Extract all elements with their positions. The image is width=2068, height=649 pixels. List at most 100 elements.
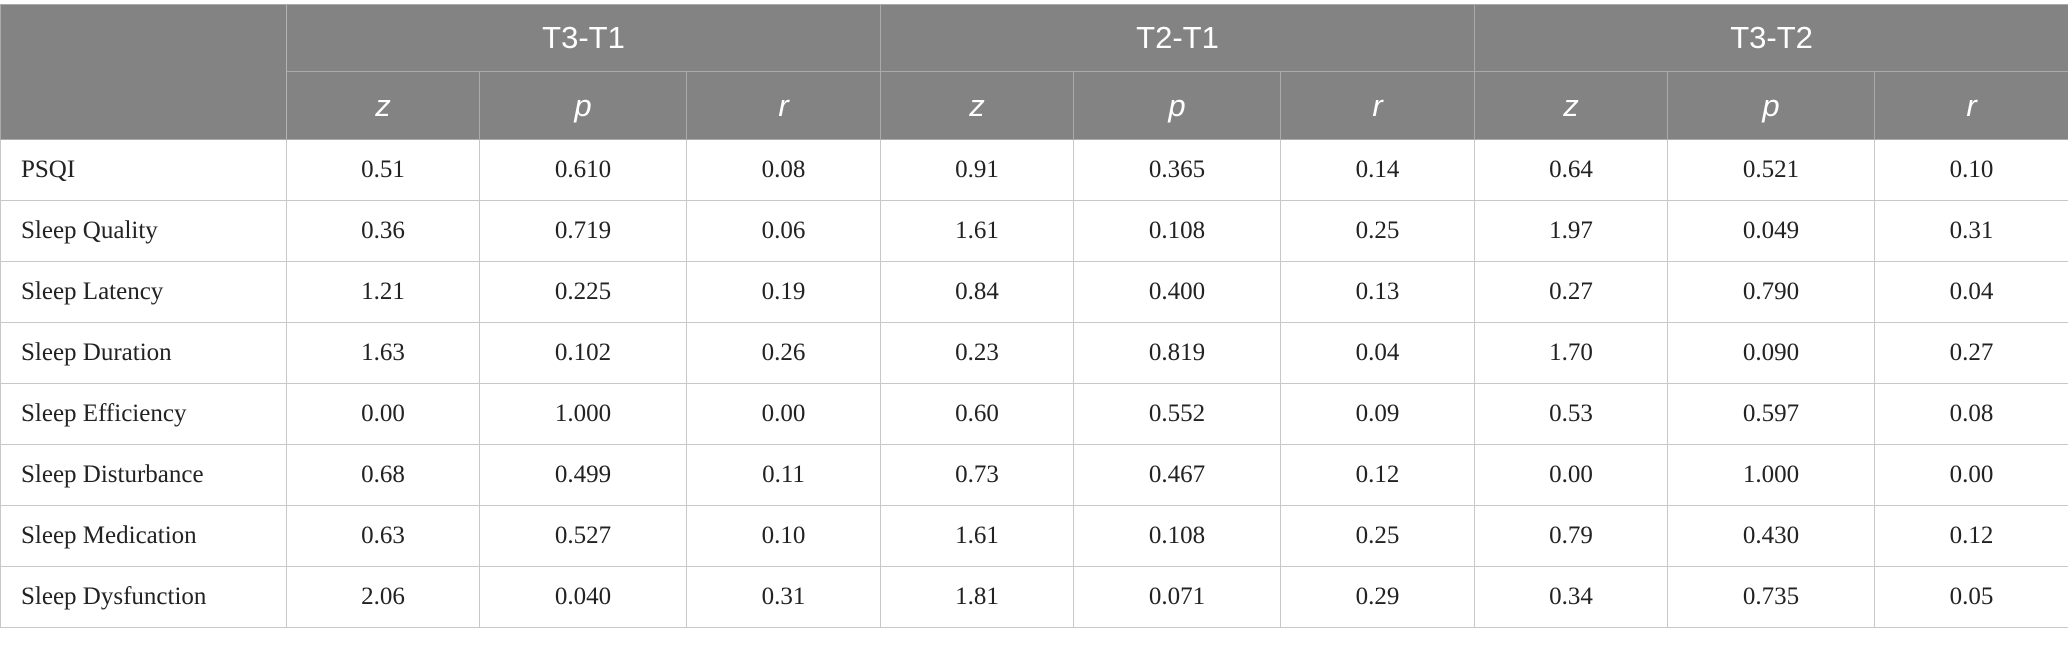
cell-t2-t1-r: 0.29 [1280,566,1476,628]
cell-t3-t1-z: 0.36 [286,200,480,262]
cell-t2-t1-p: 0.400 [1073,261,1282,323]
cell-t3-t2-r: 0.12 [1874,505,2068,567]
cell-t2-t1-p: 0.108 [1073,200,1282,262]
row-label: Sleep Duration [0,322,287,384]
cell-t3-t2-z: 0.79 [1474,505,1669,567]
cell-t3-t1-r: 0.00 [685,383,882,445]
cell-t3-t2-r: 0.10 [1874,139,2068,201]
table-row: Sleep Latency 1.21 0.225 0.19 0.84 0.400 0.13 0… [0,261,2068,323]
row-label: Sleep Efficiency [0,383,287,445]
cell-t3-t1-p: 0.225 [479,261,687,323]
cell-t2-t1-p: 0.552 [1073,383,1282,445]
cell-t3-t2-r: 0.04 [1874,261,2068,323]
row-label: Sleep Quality [0,200,287,262]
table-header: T3-T1 T2-T1 T3-T2 z p r z p r z p r [0,4,2068,140]
cell-t2-t1-p: 0.365 [1073,139,1282,201]
cell-t3-t1-z: 2.06 [286,566,480,628]
cell-t3-t1-p: 0.102 [479,322,687,384]
cell-t2-t1-r: 0.09 [1280,383,1476,445]
table-row: Sleep Dysfunction 2.06 0.040 0.31 1.81 0.071 0… [0,566,2068,628]
cell-t3-t2-p: 1.000 [1667,444,1876,506]
cell-t3-t2-p: 0.735 [1667,566,1876,628]
cell-t3-t2-p: 0.049 [1667,200,1876,262]
cell-t2-t1-r: 0.14 [1280,139,1476,201]
cell-t2-t1-r: 0.12 [1280,444,1476,506]
table-row: PSQI 0.51 0.610 0.08 0.91 0.365 0.14 0.64 0.521 0… [0,139,2068,201]
cell-t2-t1-r: 0.25 [1280,200,1476,262]
cell-t2-t1-p: 0.467 [1073,444,1282,506]
cell-t2-t1-r: 0.25 [1280,505,1476,567]
cell-t3-t1-p: 0.719 [479,200,687,262]
cell-t2-t1-z: 1.61 [880,200,1075,262]
cell-t3-t2-z: 1.97 [1474,200,1669,262]
cell-t3-t2-r: 0.27 [1874,322,2068,384]
cell-t3-t2-z: 0.64 [1474,139,1669,201]
subheader-r: r [685,71,882,140]
cell-t3-t2-z: 0.34 [1474,566,1669,628]
cell-t3-t2-z: 1.70 [1474,322,1669,384]
cell-t2-t1-r: 0.04 [1280,322,1476,384]
cell-t2-t1-p: 0.071 [1073,566,1282,628]
subheader-z: z [286,71,480,140]
table-row: Sleep Disturbance 0.68 0.499 0.11 0.73 0.467 0… [0,444,2068,506]
cell-t3-t2-r: 0.08 [1874,383,2068,445]
subheader-p: p [1073,71,1282,140]
cell-t3-t2-p: 0.521 [1667,139,1876,201]
cell-t3-t1-r: 0.06 [685,200,882,262]
cell-t3-t2-z: 0.27 [1474,261,1669,323]
table-row: Sleep Medication 0.63 0.527 0.10 1.61 0.108 0.… [0,505,2068,567]
results-table: T3-T1 T2-T1 T3-T2 z p r z p r z p r PSQI… [0,4,2068,628]
cell-t3-t2-z: 0.00 [1474,444,1669,506]
table-row: Sleep Quality 0.36 0.719 0.06 1.61 0.108 0.25 1… [0,200,2068,262]
cell-t3-t2-z: 0.53 [1474,383,1669,445]
cell-t3-t1-p: 0.610 [479,139,687,201]
cell-t3-t1-z: 0.63 [286,505,480,567]
subheader-z: z [880,71,1075,140]
cell-t3-t1-r: 0.10 [685,505,882,567]
cell-t2-t1-z: 1.61 [880,505,1075,567]
cell-t3-t1-p: 1.000 [479,383,687,445]
group-header-t3-t1: T3-T1 [285,4,882,72]
table-body: PSQI 0.51 0.610 0.08 0.91 0.365 0.14 0.64 0.521 0… [0,139,2068,628]
subheader-row: z p r z p r z p r [1,71,2068,140]
cell-t2-t1-z: 0.91 [880,139,1075,201]
cell-t2-t1-z: 0.73 [880,444,1075,506]
cell-t3-t2-r: 0.31 [1874,200,2068,262]
cell-t3-t2-p: 0.430 [1667,505,1876,567]
cell-t3-t1-p: 0.040 [479,566,687,628]
cell-t3-t1-z: 1.63 [286,322,480,384]
cell-t3-t1-p: 0.499 [479,444,687,506]
subheader-z: z [1474,71,1669,140]
cell-t3-t1-z: 0.51 [286,139,480,201]
cell-t3-t2-r: 0.00 [1874,444,2068,506]
row-label: Sleep Disturbance [0,444,287,506]
cell-t3-t2-r: 0.05 [1874,566,2068,628]
cell-t3-t2-p: 0.090 [1667,322,1876,384]
cell-t2-t1-z: 0.23 [880,322,1075,384]
row-label: Sleep Medication [0,505,287,567]
table-row: Sleep Efficiency 0.00 1.000 0.00 0.60 0.552 0.… [0,383,2068,445]
cell-t3-t1-z: 0.00 [286,383,480,445]
corner-header-cell [0,4,287,140]
cell-t3-t1-r: 0.19 [685,261,882,323]
group-header-row: T3-T1 T2-T1 T3-T2 [0,4,2068,140]
group-header-t2-t1: T2-T1 [880,4,1476,72]
cell-t3-t1-z: 1.21 [286,261,480,323]
cell-t3-t1-r: 0.26 [685,322,882,384]
cell-t3-t2-p: 0.597 [1667,383,1876,445]
group-header-t3-t2: T3-T2 [1474,4,2068,72]
row-label: Sleep Latency [0,261,287,323]
table-row: Sleep Duration 1.63 0.102 0.26 0.23 0.819 0.04… [0,322,2068,384]
cell-t3-t1-r: 0.08 [685,139,882,201]
subheader-r: r [1874,71,2068,140]
cell-t2-t1-z: 1.81 [880,566,1075,628]
cell-t2-t1-z: 0.84 [880,261,1075,323]
subheader-r: r [1280,71,1476,140]
subheader-p: p [1667,71,1876,140]
cell-t2-t1-r: 0.13 [1280,261,1476,323]
cell-t2-t1-p: 0.819 [1073,322,1282,384]
row-label: PSQI [0,139,287,201]
cell-t3-t2-p: 0.790 [1667,261,1876,323]
cell-t2-t1-p: 0.108 [1073,505,1282,567]
cell-t3-t1-p: 0.527 [479,505,687,567]
